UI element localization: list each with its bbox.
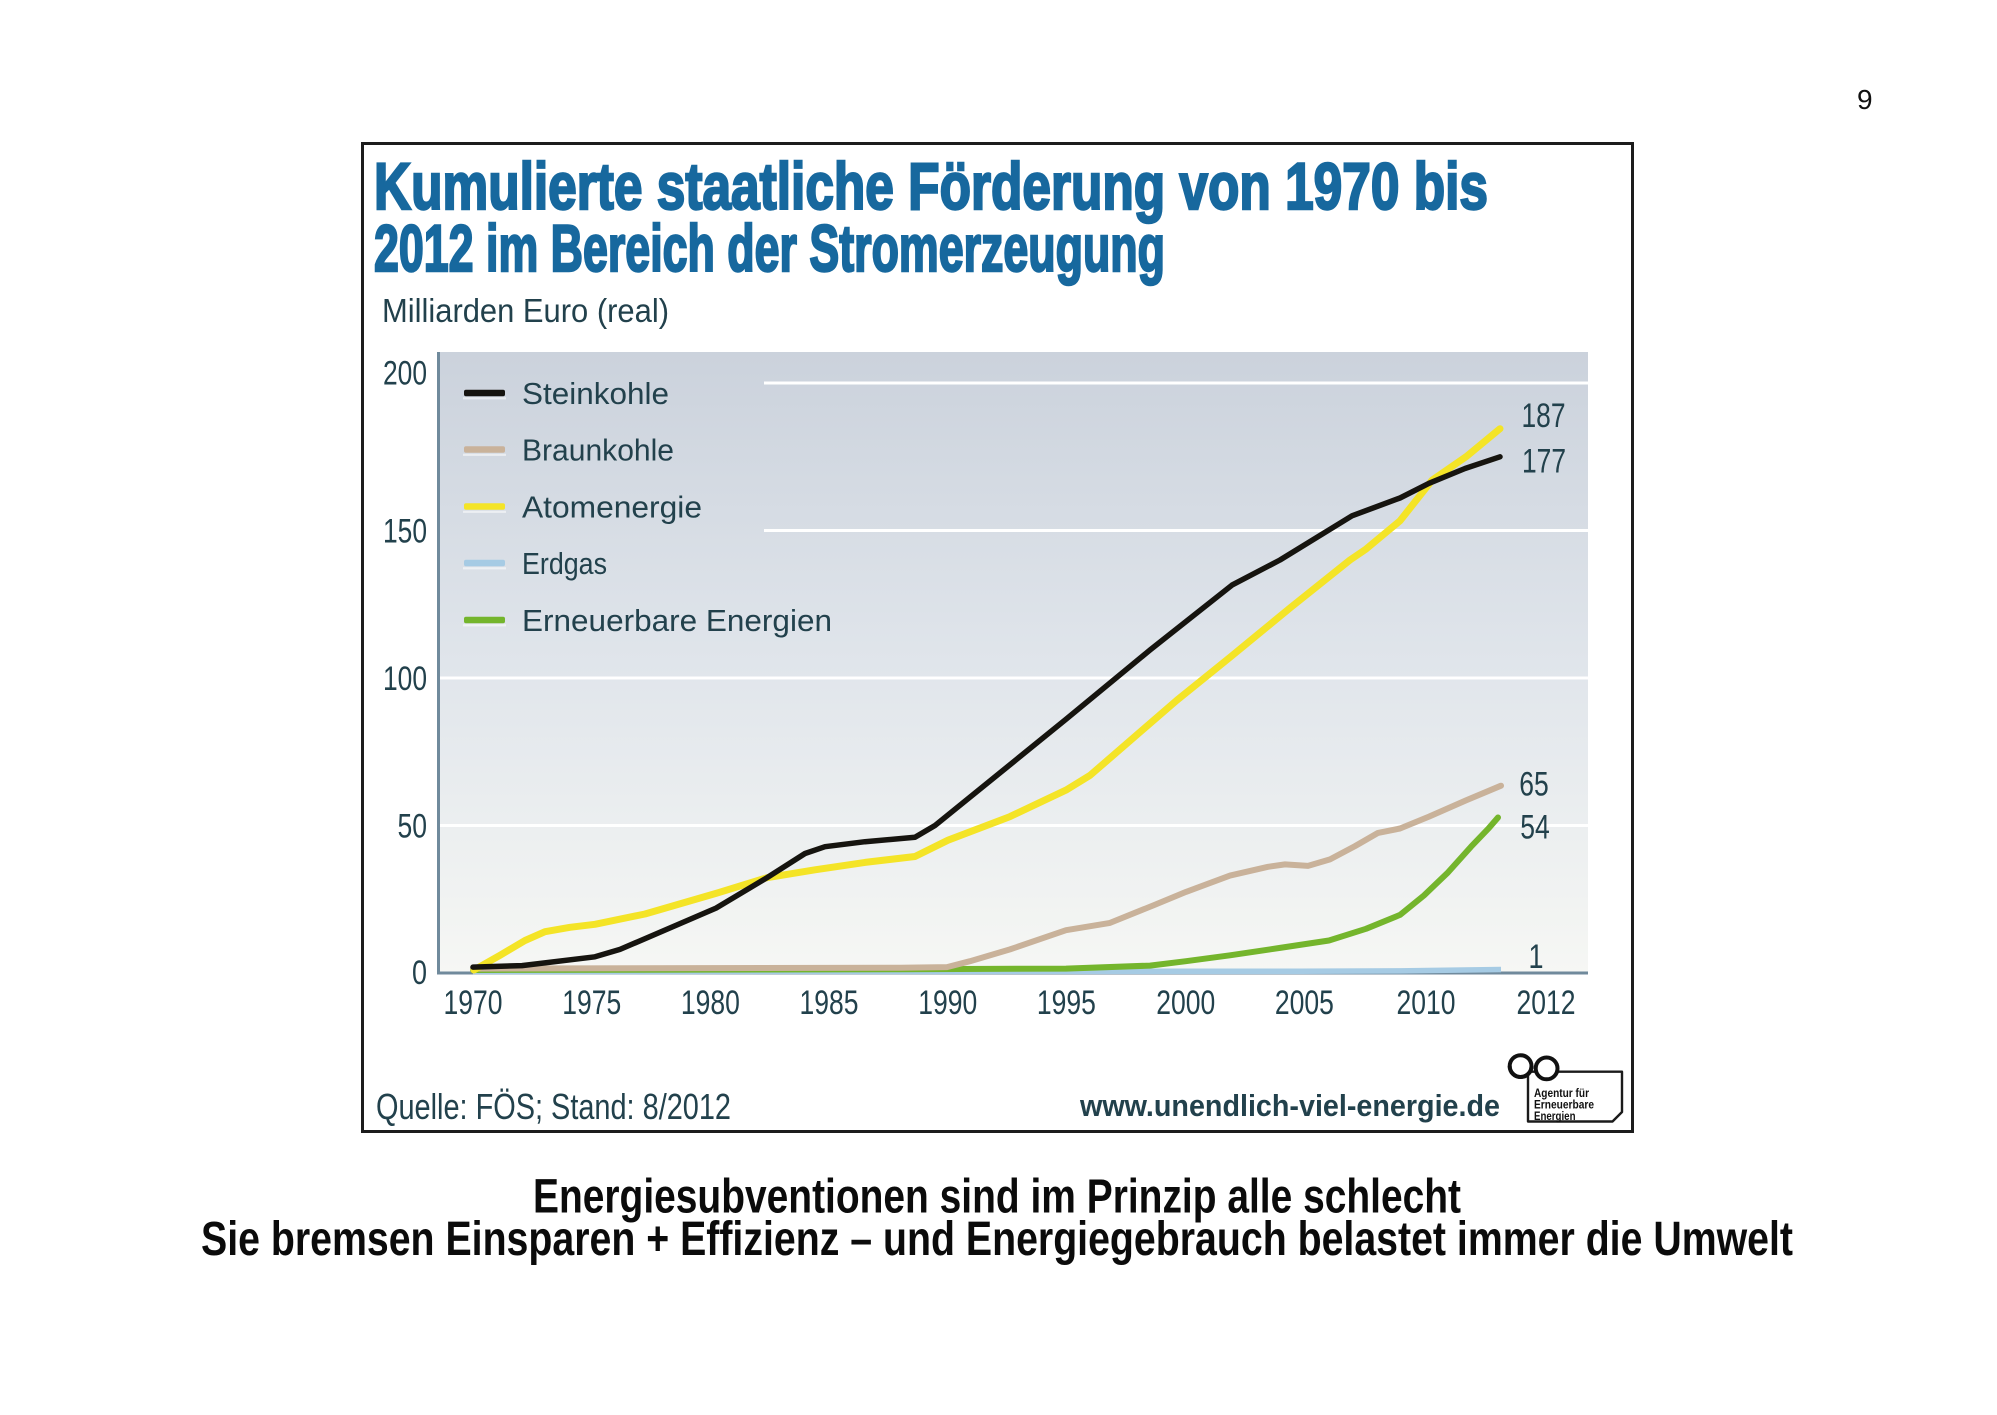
svg-text:Erneuerbare: Erneuerbare [1534, 1100, 1594, 1112]
svg-text:1980: 1980 [681, 984, 740, 1022]
svg-text:1: 1 [1529, 938, 1544, 976]
svg-text:0: 0 [412, 954, 427, 992]
svg-text:www.unendlich-viel-energie.de: www.unendlich-viel-energie.de [1079, 1088, 1500, 1123]
svg-text:1975: 1975 [562, 984, 621, 1022]
svg-text:Braunkohle: Braunkohle [522, 433, 674, 468]
svg-text:Erdgas: Erdgas [522, 546, 607, 581]
svg-text:2010: 2010 [1397, 984, 1456, 1022]
svg-text:187: 187 [1522, 397, 1566, 435]
svg-text:Milliarden Euro (real): Milliarden Euro (real) [382, 292, 669, 329]
svg-text:150: 150 [383, 513, 427, 551]
svg-text:2000: 2000 [1156, 984, 1215, 1022]
svg-text:100: 100 [383, 660, 427, 698]
svg-text:177: 177 [1522, 443, 1566, 481]
svg-text:1990: 1990 [918, 984, 977, 1022]
svg-text:2012: 2012 [1517, 984, 1576, 1022]
svg-text:2005: 2005 [1275, 984, 1334, 1022]
svg-text:1970: 1970 [444, 984, 503, 1022]
svg-text:1995: 1995 [1037, 984, 1096, 1022]
svg-text:Kumulierte staatliche Förderun: Kumulierte staatliche Förderung von 1970… [374, 149, 1488, 223]
svg-text:200: 200 [383, 355, 427, 393]
svg-text:Erneuerbare Energien: Erneuerbare Energien [522, 603, 832, 638]
svg-text:Energiesubventionen sind im Pr: Energiesubventionen sind im Prinzip alle… [533, 1171, 1461, 1224]
svg-text:1985: 1985 [800, 984, 859, 1022]
svg-text:54: 54 [1520, 809, 1550, 847]
svg-text:65: 65 [1519, 766, 1549, 804]
svg-text:Atomenergie: Atomenergie [522, 490, 702, 525]
svg-text:2012 im Bereich der Stromerzeu: 2012 im Bereich der Stromerzeugung [374, 211, 1165, 285]
svg-text:9: 9 [1857, 84, 1873, 115]
svg-text:Energien: Energien [1534, 1111, 1576, 1123]
svg-text:50: 50 [398, 808, 428, 846]
svg-text:Quelle: FÖS; Stand: 8/2012: Quelle: FÖS; Stand: 8/2012 [376, 1086, 731, 1127]
svg-text:Sie bremsen Einsparen + Effizi: Sie bremsen Einsparen + Effizienz – und … [201, 1213, 1793, 1266]
svg-text:Agentur für: Agentur für [1534, 1088, 1589, 1100]
svg-text:Steinkohle: Steinkohle [522, 376, 669, 411]
